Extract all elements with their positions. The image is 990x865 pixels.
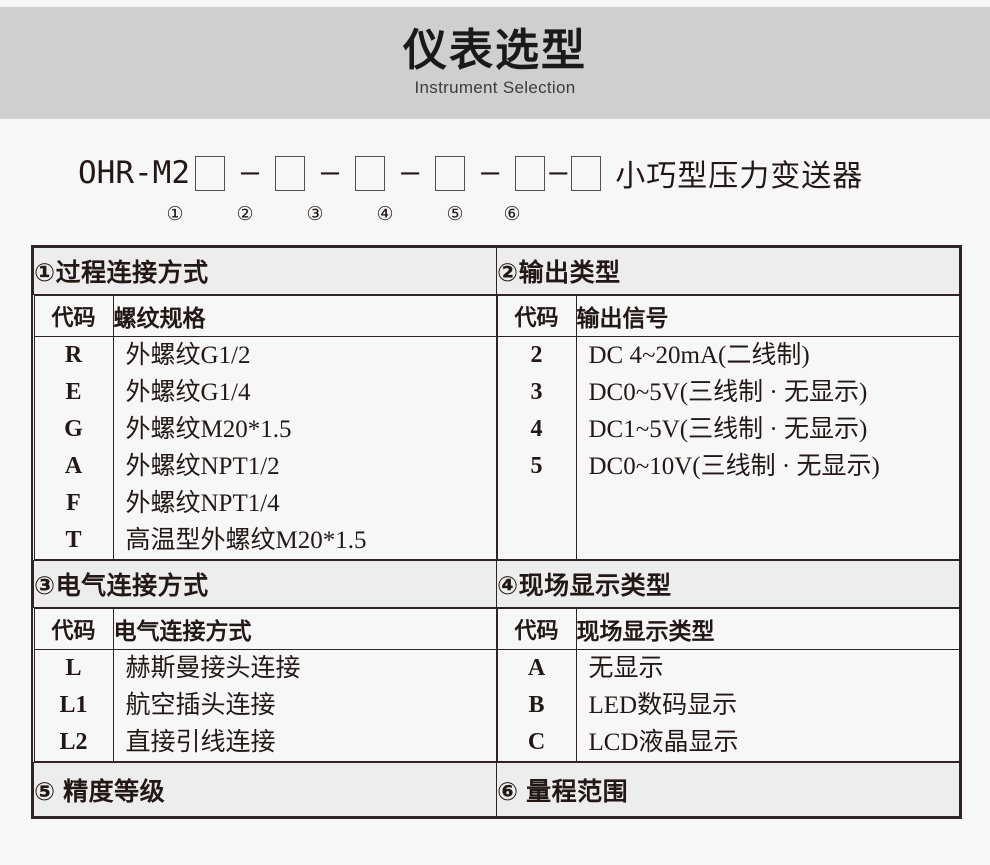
model-marker-row: ① ② ③ ④ ⑤ ⑥ (78, 200, 526, 228)
list-item: 外螺纹NPT1/2 (125, 453, 280, 480)
selection-table: ①过程连接方式 ②输出类型 代码 螺纹规格 R (31, 245, 962, 819)
code-list-1: R E G A F T (33, 336, 114, 560)
list-item: LED数码显示 (588, 692, 738, 719)
column-header-desc-1: 螺纹规格 (112, 295, 497, 337)
list-item: 高温型外螺纹M20*1.5 (125, 527, 367, 554)
code-box-1[interactable] (194, 155, 225, 191)
column-header-code-2: 代码 (496, 295, 577, 337)
table-row: 代码 螺纹规格 R E G A F T (33, 295, 960, 561)
list-item: 4 (530, 416, 543, 442)
model-suffix-label: 小巧型压力变送器 (615, 160, 864, 193)
list-item: A (527, 655, 546, 681)
section-header-4: ④现场显示类型 (496, 560, 960, 608)
model-marker-5: ⑤ (446, 203, 464, 225)
list-item: 无显示 (588, 655, 664, 682)
page-title: 仪表选型 (403, 25, 587, 75)
model-marker-2: ② (236, 203, 254, 225)
code-box-6[interactable] (571, 155, 602, 191)
page-subtitle: Instrument Selection (414, 78, 576, 98)
code-box-3[interactable] (355, 155, 386, 191)
column-header-desc-2: 输出信号 (575, 295, 960, 337)
model-marker-4: ④ (376, 203, 394, 225)
code-separator-3: – (401, 155, 420, 190)
code-list-3: L L1 L2 (33, 649, 114, 762)
table-row: ①过程连接方式 ②输出类型 (33, 247, 960, 295)
list-item: A (64, 453, 83, 479)
table-row: 代码 电气连接方式 L L1 L2 (33, 608, 960, 763)
list-item: 直接引线连接 (125, 729, 276, 756)
code-separator-1: – (240, 155, 260, 190)
desc-list-2: DC 4~20mA(二线制) DC0~5V(三线制 · 无显示) DC1~5V(… (575, 336, 960, 560)
list-item: 3 (530, 379, 543, 405)
table-row: ⑤ 精度等级 ⑥ 量程范围 (33, 762, 960, 817)
list-item: 5 (530, 453, 543, 479)
list-item: LCD液晶显示 (588, 729, 739, 756)
list-item: L1 (59, 692, 88, 718)
list-item: C (527, 729, 546, 755)
code-box-5[interactable] (515, 155, 546, 191)
section-header-1: ①过程连接方式 (33, 247, 497, 295)
section-header-3: ③电气连接方式 (33, 560, 497, 608)
model-prefix: OHR-M2 (78, 155, 190, 191)
list-item: DC1~5V(三线制 · 无显示) (588, 416, 868, 443)
list-item: L (65, 655, 82, 681)
section-header-5: ⑤ 精度等级 (33, 762, 497, 817)
section-header-6: ⑥ 量程范围 (496, 762, 960, 817)
code-separator-5: – (549, 155, 568, 190)
column-header-desc-4: 现场显示类型 (575, 608, 960, 650)
code-separator-4: – (481, 155, 500, 190)
list-item: B (528, 692, 545, 718)
code-separator-2: – (321, 155, 340, 190)
list-item: DC0~5V(三线制 · 无显示) (588, 379, 868, 406)
column-header-code-1: 代码 (33, 295, 114, 337)
model-marker-3: ③ (306, 203, 324, 225)
list-item: DC 4~20mA(二线制) (588, 342, 810, 369)
code-box-2[interactable] (275, 155, 306, 191)
column-header-desc-3: 电气连接方式 (112, 608, 497, 650)
list-item: 外螺纹G1/2 (125, 342, 251, 369)
section-header-2: ②输出类型 (496, 247, 960, 295)
list-item: 外螺纹M20*1.5 (125, 416, 292, 443)
list-item: 外螺纹G1/4 (125, 379, 251, 406)
desc-list-4: 无显示 LED数码显示 LCD液晶显示 (575, 649, 960, 762)
model-marker-6: ⑥ (503, 203, 521, 225)
list-item: 航空插头连接 (125, 692, 276, 719)
code-list-2: 2 3 4 5 . . (496, 336, 577, 560)
model-code-line: OHR-M2 – – – – – 小巧型压力变送器 (78, 150, 863, 196)
list-item: 外螺纹NPT1/4 (125, 490, 280, 517)
list-item: 赫斯曼接头连接 (125, 655, 301, 682)
model-marker-1: ① (166, 203, 184, 225)
code-box-4[interactable] (435, 155, 466, 191)
list-item: G (64, 416, 83, 442)
list-item: DC0~10V(三线制 · 无显示) (588, 453, 880, 480)
page-header-band: 仪表选型 Instrument Selection (0, 7, 990, 119)
list-item: F (66, 490, 81, 516)
column-header-code-3: 代码 (33, 608, 114, 650)
code-list-4: A B C (496, 649, 577, 762)
desc-list-3: 赫斯曼接头连接 航空插头连接 直接引线连接 (112, 649, 497, 762)
list-item: 2 (530, 342, 543, 368)
model-code-row: OHR-M2 – – – – – 小巧型压力变送器 (0, 150, 990, 230)
list-item: E (65, 379, 82, 405)
list-item: L2 (59, 729, 88, 755)
desc-list-1: 外螺纹G1/2 外螺纹G1/4 外螺纹M20*1.5 外螺纹NPT1/2 外螺纹… (112, 336, 497, 560)
list-item: R (64, 342, 83, 368)
table-row: ③电气连接方式 ④现场显示类型 (33, 560, 960, 608)
list-item: T (65, 527, 82, 553)
column-header-code-4: 代码 (496, 608, 577, 650)
